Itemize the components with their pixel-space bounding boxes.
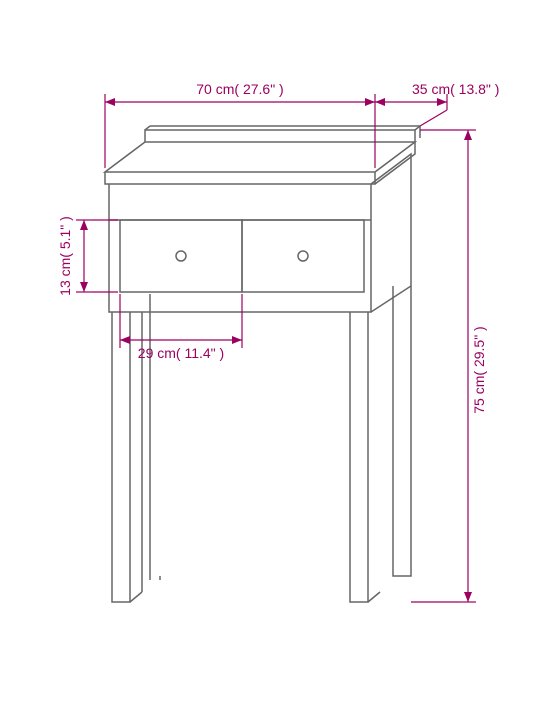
drawer-left xyxy=(120,220,242,292)
height-label: 75 cm( 29.5" ) xyxy=(471,326,487,413)
front-apron xyxy=(109,184,371,312)
leg-back-right xyxy=(393,286,411,576)
leg-back-left xyxy=(150,294,160,580)
width-label: 70 cm( 27.6" ) xyxy=(196,81,283,97)
drawer-knob-left xyxy=(176,251,186,261)
dimension-diagram: 70 cm( 27.6" ) 35 cm( 13.8" ) 75 cm( 29.… xyxy=(0,0,540,720)
drawer-right xyxy=(242,220,364,292)
drawer-knob-right xyxy=(298,251,308,261)
leg-front-left xyxy=(112,312,130,602)
leg-front-right xyxy=(350,312,368,602)
dimension-width: 70 cm( 27.6" ) xyxy=(105,81,375,168)
tabletop-top xyxy=(105,142,415,172)
side-panel xyxy=(371,154,411,312)
console-table xyxy=(105,126,420,602)
depth-label: 35 cm( 13.8" ) xyxy=(412,81,499,97)
dimension-height: 75 cm( 29.5" ) xyxy=(411,130,487,602)
tabletop-front-edge xyxy=(105,172,375,184)
tabletop-side-edge xyxy=(375,142,415,184)
drawer-height-label: 13 cm( 5.1" ) xyxy=(57,216,73,296)
dimension-depth: 35 cm( 13.8" ) xyxy=(375,81,499,126)
dimension-drawer-width: 29 cm( 11.4" ) xyxy=(120,294,242,361)
drawer-width-label: 29 cm( 11.4" ) xyxy=(138,345,224,361)
